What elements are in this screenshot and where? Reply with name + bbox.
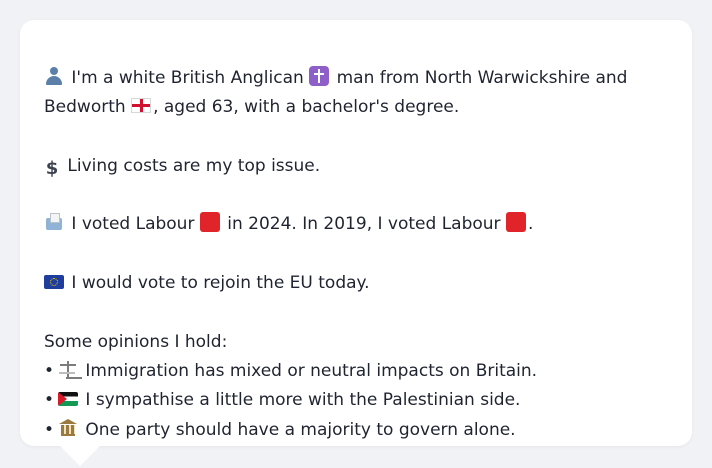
bullet: • xyxy=(44,360,55,381)
opinion-item: • One party should have a majority to go… xyxy=(44,416,668,445)
ballot-box-icon xyxy=(44,212,64,232)
palestine-flag-icon xyxy=(58,392,78,407)
person-icon xyxy=(44,66,64,86)
opinions-heading: Some opinions I hold: xyxy=(44,331,228,352)
eu-flag-icon xyxy=(44,275,64,290)
vote-text-3: . xyxy=(527,214,534,235)
eu-stance-line: I would vote to rejoin the EU today. xyxy=(44,269,668,298)
top-issue-line: $ Living costs are my top issue. xyxy=(44,152,668,181)
intro-text-1: I'm a white British Anglican xyxy=(66,68,310,88)
vote-history-line: I voted Labour in 2024. In 2019, I voted… xyxy=(44,210,668,239)
eu-stance-text: I would vote to rejoin the EU today. xyxy=(66,273,370,294)
opinion-item: • I sympathise a little more with the Pa… xyxy=(44,386,668,415)
speech-bubble-tail xyxy=(60,446,100,466)
england-flag-icon xyxy=(131,98,152,114)
scales-icon xyxy=(58,359,78,379)
red-square-icon xyxy=(199,212,220,233)
bullet: • xyxy=(44,419,55,440)
intro-text-4: , aged 63, with a bachelor's degree. xyxy=(153,97,460,118)
cross-icon xyxy=(309,66,330,86)
top-issue-text: Living costs are my top issue. xyxy=(62,155,321,176)
opinion-text: I sympathise a little more with the Pale… xyxy=(80,390,521,411)
intro-line-2: Bedworth , aged 63, with a bachelor's de… xyxy=(44,93,668,122)
opinion-text: One party should have a majority to gove… xyxy=(80,419,516,440)
red-square-icon xyxy=(505,212,526,233)
opinion-text: Immigration has mixed or neutral impacts… xyxy=(80,360,538,381)
intro-line-1: I'm a white British Anglican man from No… xyxy=(44,64,668,93)
vote-text-1: I voted Labour xyxy=(66,214,200,235)
bullet: • xyxy=(44,390,55,411)
intro-text-2: man from North Warwickshire and xyxy=(331,68,628,88)
vote-text-2: in 2024. In 2019, I voted Labour xyxy=(221,214,506,235)
intro-text-3: Bedworth xyxy=(44,97,132,118)
opinion-item: • Immigration has mixed or neutral impac… xyxy=(44,357,668,386)
dollar-icon: $ xyxy=(45,157,59,179)
classical-building-icon xyxy=(58,418,78,438)
persona-card: I'm a white British Anglican man from No… xyxy=(20,20,692,466)
